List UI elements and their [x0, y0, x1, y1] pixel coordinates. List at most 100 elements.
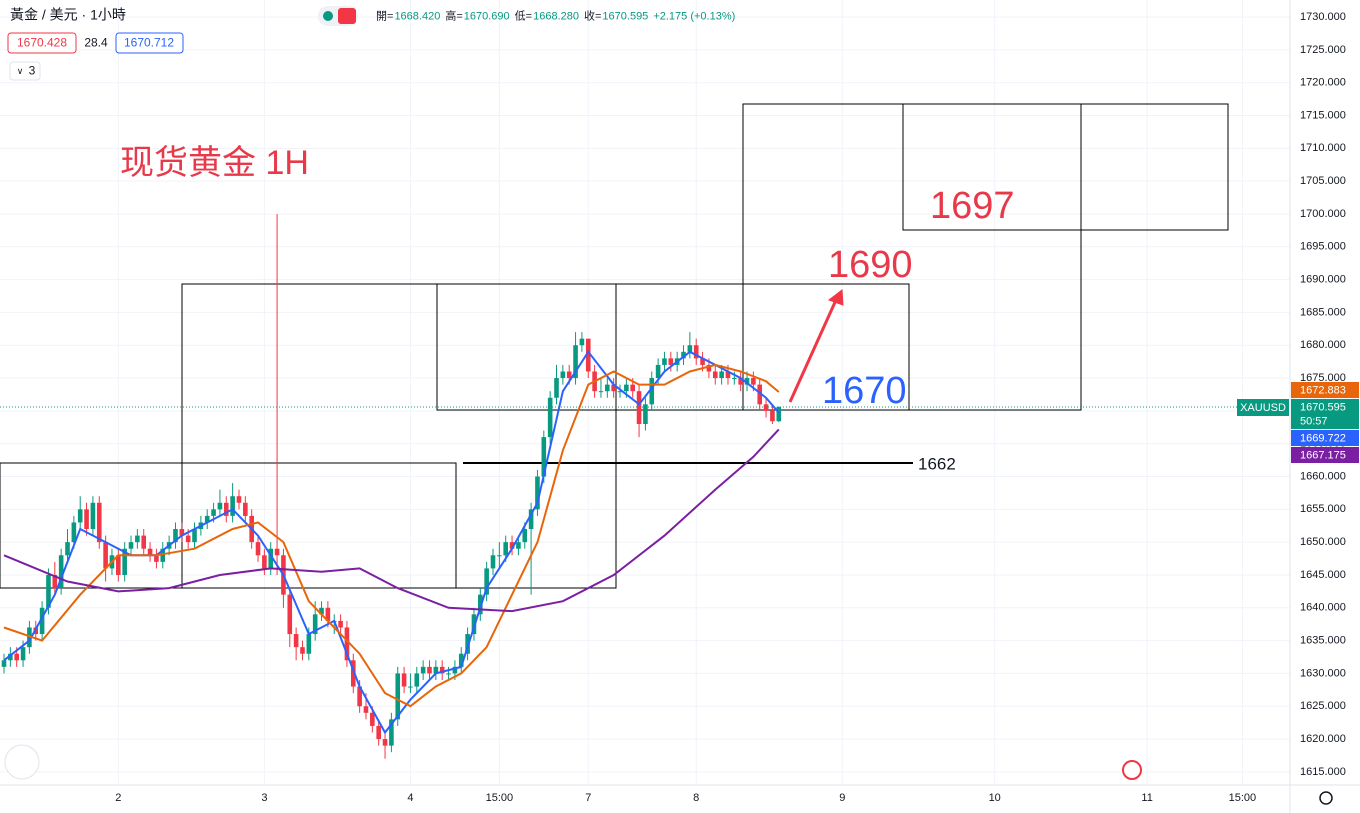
candle-body: [579, 338, 585, 346]
candle-body: [655, 364, 661, 379]
x-tick-label: 4: [407, 792, 413, 804]
candle-body: [693, 345, 699, 359]
ask-button[interactable]: [115, 32, 184, 54]
candle-body: [236, 496, 242, 503]
candle-body: [363, 706, 369, 713]
candle-body: [46, 574, 51, 608]
bid-button[interactable]: [7, 32, 77, 54]
candle-body: [376, 725, 381, 740]
y-tick-label: 1640.000: [1300, 602, 1346, 614]
candle-body: [719, 371, 724, 379]
price-tag-label: 1669.722: [1300, 432, 1346, 444]
y-tick-label: 1615.000: [1300, 766, 1346, 778]
y-tick-label: 1700.000: [1300, 208, 1346, 220]
candle-body: [52, 574, 58, 589]
candle-body: [522, 529, 528, 543]
candle-body: [8, 653, 13, 661]
x-tick-label: 15:00: [1229, 792, 1257, 804]
y-tick-label: 1705.000: [1300, 175, 1346, 187]
y-tick-label: 1720.000: [1300, 77, 1346, 89]
candle-body: [636, 391, 642, 425]
spread: 28.4: [84, 36, 108, 50]
ask: 1670.712: [124, 36, 174, 50]
arrow-head: [827, 289, 844, 306]
candle-body: [585, 338, 591, 372]
headline: 现货黄金 1H: [120, 144, 309, 182]
candle-body: [408, 686, 413, 688]
bid: 1670.428: [17, 36, 67, 50]
y-tick-label: 1690.000: [1300, 274, 1346, 286]
candle-body: [598, 391, 604, 393]
candle-body: [535, 476, 540, 510]
candle-body: [319, 607, 324, 615]
candle-body: [763, 404, 769, 411]
y-tick-label: 1645.000: [1300, 569, 1346, 581]
candle-body: [58, 555, 64, 589]
candle-body: [725, 371, 731, 379]
candle-body: [497, 555, 502, 557]
candle-body: [751, 378, 756, 385]
candle-body: [268, 548, 274, 569]
candle-body: [325, 607, 331, 621]
y-tick-label: 1625.000: [1300, 700, 1346, 712]
ohlc-value: 1668.420: [394, 10, 440, 22]
toggle-dot: [323, 11, 333, 21]
candle-body: [643, 404, 648, 425]
ohlc-value: 1670.690: [464, 10, 510, 22]
y-tick-label: 1710.000: [1300, 142, 1346, 154]
x-tick-label: 3: [261, 792, 267, 804]
candle-body: [306, 634, 312, 654]
candle-body: [706, 364, 712, 372]
moving-average: [3, 363, 780, 708]
x-tick-label: 15:00: [486, 792, 514, 804]
candle-body: [185, 535, 191, 543]
candle-body: [77, 509, 83, 523]
candle-body: [274, 548, 280, 556]
candle-body: [776, 406, 782, 422]
candle-body: [624, 384, 629, 392]
countdown: 50:57: [1300, 415, 1328, 427]
symbol-label: XAUUSD: [1240, 402, 1286, 414]
candle-body: [350, 660, 356, 687]
candle-body: [116, 555, 121, 575]
candle-body: [395, 673, 401, 720]
y-tick-label: 1675.000: [1300, 372, 1346, 384]
candle-body: [122, 548, 127, 575]
candle-body: [681, 351, 686, 359]
candle-body: [370, 712, 375, 726]
candle-body: [357, 686, 362, 707]
last-price-label: 1670.595: [1300, 401, 1346, 413]
candle-body: [484, 568, 489, 595]
y-tick-label: 1630.000: [1300, 667, 1346, 679]
candle-body: [649, 378, 655, 405]
candle-body: [71, 522, 77, 543]
candle-body: [573, 345, 578, 379]
candle-body: [160, 548, 166, 562]
candle-body: [630, 384, 636, 392]
candle-body: [27, 627, 32, 648]
candle-body: [516, 542, 521, 549]
candle-body: [217, 502, 223, 510]
candle-body: [96, 502, 102, 543]
candle-body: [528, 509, 534, 530]
candle-body: [560, 371, 566, 379]
candle-body: [90, 502, 96, 530]
candle-body: [344, 627, 350, 661]
candle-body: [439, 666, 445, 674]
settings-button[interactable]: [1319, 791, 1333, 805]
ohlc-label: 低=: [515, 9, 532, 22]
candle-body: [39, 607, 45, 635]
candle-body: [211, 509, 216, 516]
candle-body: [732, 378, 737, 380]
plot: [0, 213, 1290, 759]
ohlc-value: 1670.595: [602, 10, 648, 22]
event-flag[interactable]: [1122, 760, 1142, 780]
candle-body: [84, 509, 89, 530]
candle-body: [20, 647, 26, 661]
y-tick-label: 1660.000: [1300, 470, 1346, 482]
indicators-button[interactable]: [9, 61, 41, 81]
candle-body: [293, 634, 299, 648]
scroll-button[interactable]: [4, 744, 40, 780]
candle-body: [204, 515, 210, 523]
